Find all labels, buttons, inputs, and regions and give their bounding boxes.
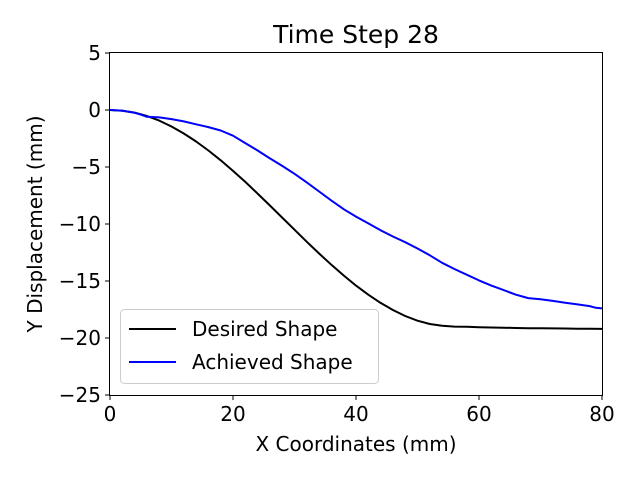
desired-shape-line <box>109 109 603 330</box>
x-tick-label: 80 <box>589 402 614 426</box>
legend-label: Achieved Shape <box>192 350 353 374</box>
y-axis-label: Y Displacement (mm) <box>23 116 47 334</box>
achieved-shape-line <box>109 109 603 310</box>
y-tick-label: −15 <box>59 269 101 293</box>
x-tick-label: 40 <box>343 402 368 426</box>
legend-box <box>120 309 379 384</box>
legend-label: Desired Shape <box>192 317 337 341</box>
x-tick-label: 60 <box>466 402 491 426</box>
x-tick-label: 20 <box>220 402 245 426</box>
x-axis-label: X Coordinates (mm) <box>255 432 456 456</box>
chart-title: Time Step 28 <box>272 20 439 49</box>
y-tick-label: 5 <box>88 41 101 65</box>
x-tick-label: 0 <box>104 402 117 426</box>
y-tick-label: 0 <box>88 98 101 122</box>
y-tick-label: −25 <box>59 383 101 407</box>
y-tick-label: −5 <box>72 155 101 179</box>
y-tick-label: −10 <box>59 212 101 236</box>
legend: Desired Shape Achieved Shape <box>120 309 379 384</box>
series-layer <box>109 109 603 330</box>
plot-frame <box>109 52 603 396</box>
ticks-layer: 0 20 40 60 80 5 0 −5 −10 −15 −20 −25 <box>59 41 615 426</box>
y-tick-label: −20 <box>59 326 101 350</box>
